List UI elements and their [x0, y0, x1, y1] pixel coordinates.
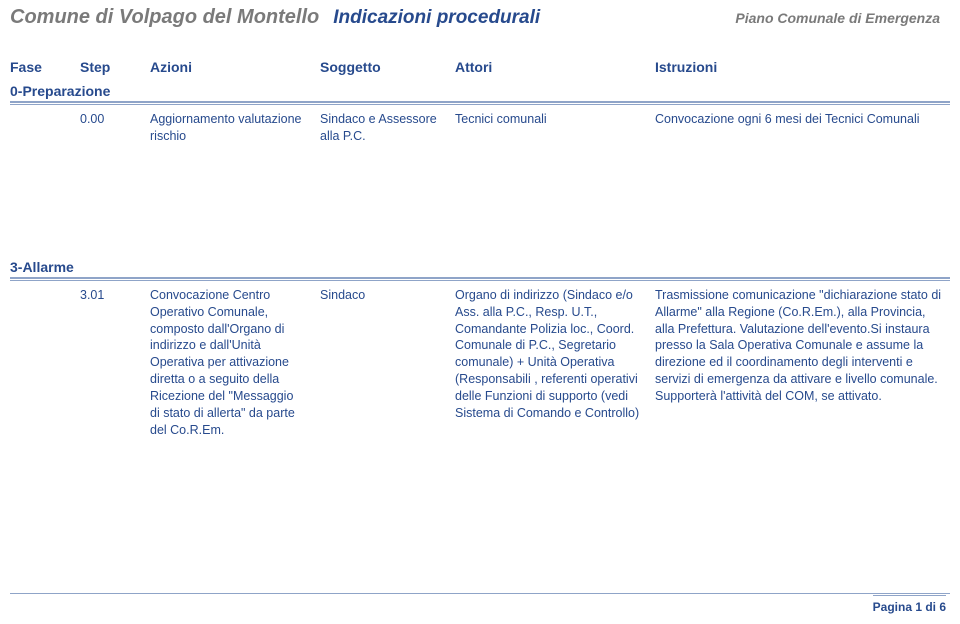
col-istruzioni: Istruzioni: [655, 59, 950, 75]
cell-attori: Organo di indirizzo (Sindaco e/o Ass. al…: [455, 287, 655, 439]
section-title: 0-Preparazione: [0, 79, 960, 101]
col-soggetto: Soggetto: [320, 59, 455, 75]
col-step: Step: [80, 59, 150, 75]
cell-step: 0.00: [80, 111, 150, 145]
header-right: Piano Comunale di Emergenza: [735, 10, 940, 26]
cell-attori: Tecnici comunali: [455, 111, 655, 145]
section-rule: [10, 101, 950, 105]
col-azioni: Azioni: [150, 59, 320, 75]
table-row: 3.01 Convocazione Centro Operativo Comun…: [0, 287, 960, 439]
cell-istruzioni: Convocazione ogni 6 mesi dei Tecnici Com…: [655, 111, 950, 145]
cell-istruzioni: Trasmissione comunicazione "dichiarazion…: [655, 287, 950, 439]
col-fase: Fase: [10, 59, 80, 75]
cell-azioni: Aggiornamento valutazione rischio: [150, 111, 320, 145]
table-row: 0.00 Aggiornamento valutazione rischio S…: [0, 111, 960, 145]
col-attori: Attori: [455, 59, 655, 75]
cell-soggetto: Sindaco e Assessore alla P.C.: [320, 111, 455, 145]
cell-azioni: Convocazione Centro Operativo Comunale, …: [150, 287, 320, 439]
column-headers: Fase Step Azioni Soggetto Attori Istruzi…: [0, 37, 960, 79]
section-title: 3-Allarme: [0, 255, 960, 277]
cell-step: 3.01: [80, 287, 150, 439]
header-comune: Comune di Volpago del Montello: [10, 6, 319, 29]
footer-rule: [10, 593, 950, 594]
cell-soggetto: Sindaco: [320, 287, 455, 439]
header-bar: Comune di Volpago del Montello Indicazio…: [0, 0, 960, 37]
header-center: Indicazioni procedurali: [333, 7, 540, 29]
page-footer: Pagina 1 di 6: [873, 595, 946, 614]
section-rule: [10, 277, 950, 281]
